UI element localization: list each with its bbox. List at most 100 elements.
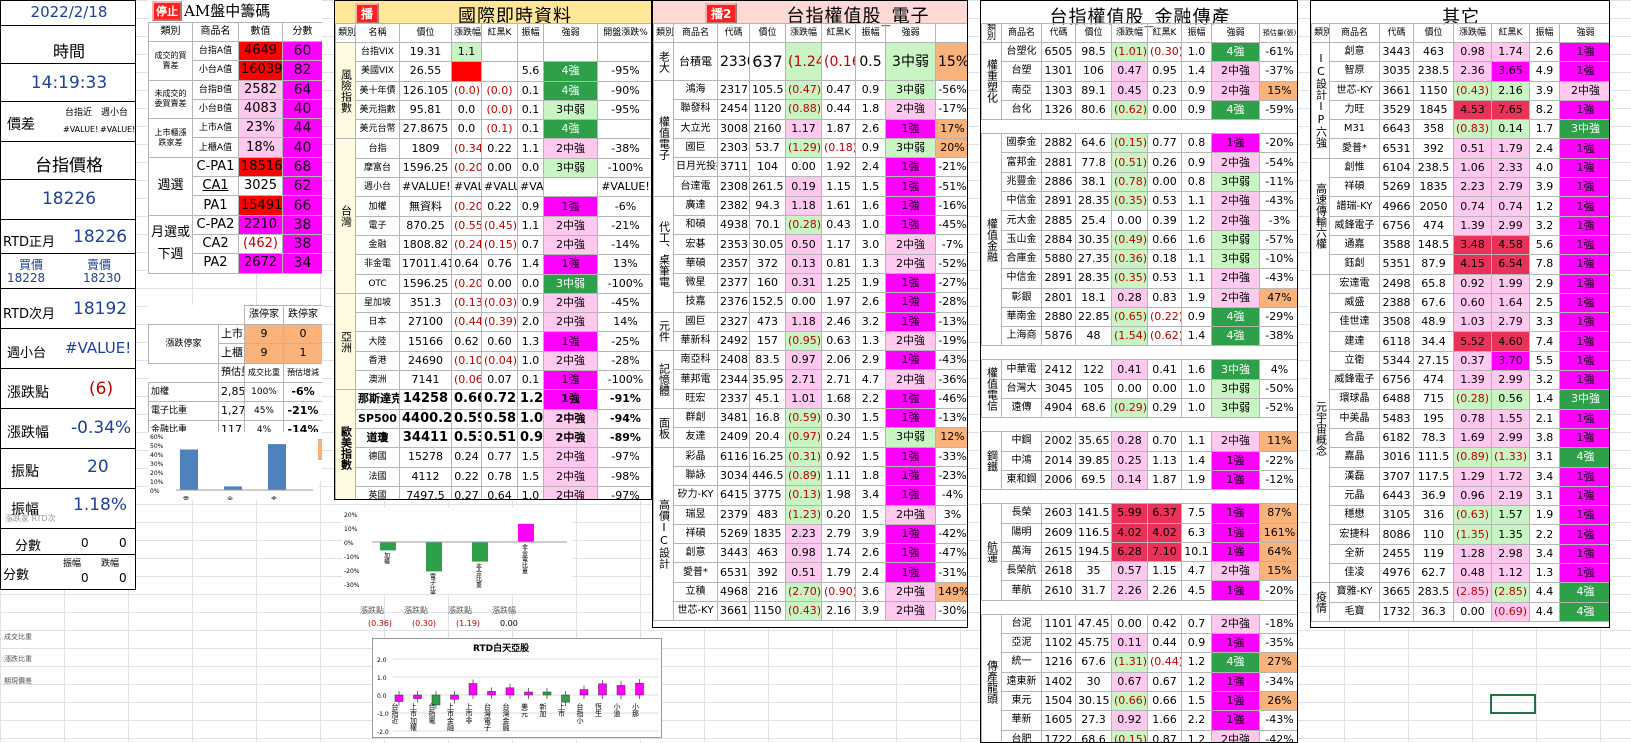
other-name: 威盛 bbox=[1329, 292, 1380, 314]
axis-label: 非金比重 bbox=[475, 563, 482, 588]
other-name: 智原 bbox=[1329, 61, 1380, 82]
elec-k: 1.68 bbox=[821, 388, 856, 410]
elec-code: 2492 bbox=[717, 330, 750, 352]
other-amp: 4.4 bbox=[1529, 582, 1560, 603]
stop-button[interactable]: 停止 bbox=[152, 1, 182, 21]
elec-amp: 0.9 bbox=[855, 79, 886, 101]
axis-label: 非金電比重 bbox=[521, 543, 528, 574]
fin-price: 122 bbox=[1075, 359, 1112, 380]
fin-vol: 87% bbox=[1259, 503, 1297, 524]
axis-tick: 50% bbox=[150, 443, 164, 450]
selected-cell[interactable] bbox=[1490, 694, 1536, 714]
other-code: 6488 bbox=[1379, 389, 1414, 410]
am-group-label: 未成交的委買賣差 bbox=[148, 79, 193, 120]
elec-code: 3034 bbox=[717, 465, 750, 487]
elec-strength: 1強 bbox=[885, 446, 936, 467]
col-header: 漲跌幅 bbox=[785, 23, 822, 43]
broadcast-button[interactable]: 播 bbox=[355, 3, 380, 24]
rtd-bar bbox=[450, 694, 459, 700]
elec-change: (1.23) bbox=[785, 504, 822, 525]
elec-code: 3711 bbox=[717, 157, 750, 178]
intl-change: 0.59 bbox=[451, 408, 482, 429]
elec-amp: 1.8 bbox=[855, 99, 886, 120]
elec-name: 日月光投控 bbox=[673, 157, 718, 178]
elec-change: 0.98 bbox=[785, 543, 822, 564]
intl-amp: 1.1 bbox=[517, 215, 544, 236]
intl-price: 34411 bbox=[399, 427, 452, 449]
col-header: 類別 bbox=[981, 23, 1002, 43]
fin-name: 南亞 bbox=[1001, 80, 1042, 101]
elec-code: 2357 bbox=[717, 253, 750, 274]
other-change: 0.78 bbox=[1453, 408, 1492, 429]
elec-change: 0.13 bbox=[785, 253, 822, 274]
fin-code: 2615 bbox=[1041, 541, 1076, 563]
intl-name: 台指 bbox=[355, 138, 400, 159]
fin-price: 116.5 bbox=[1075, 522, 1112, 543]
score-a: 0 bbox=[81, 536, 89, 550]
fin-change: (0.65) bbox=[1111, 306, 1148, 328]
intl-name: 那斯達克 bbox=[355, 389, 400, 410]
elec-k: (0.16) bbox=[821, 42, 856, 81]
fin-k: 2.26 bbox=[1147, 580, 1182, 601]
other-code: 6118 bbox=[1379, 331, 1414, 352]
elec-vol: -27% bbox=[935, 272, 967, 294]
other-price: 715 bbox=[1413, 389, 1454, 410]
other-change: (2.85) bbox=[1453, 582, 1492, 603]
fin-strength: 1強 bbox=[1211, 450, 1260, 471]
fin-price: 25.4 bbox=[1075, 210, 1112, 231]
elec-name: 聯詠 bbox=[673, 465, 718, 487]
intl-k bbox=[481, 41, 518, 63]
fin-k: 0.95 bbox=[1147, 61, 1182, 82]
intl-strength: 2中強 bbox=[543, 408, 598, 429]
other-amp: 5.5 bbox=[1529, 350, 1560, 372]
col-header: 代碼 bbox=[1041, 23, 1076, 43]
elec-name: 立積 bbox=[673, 581, 718, 603]
elec-k: 1.74 bbox=[821, 543, 856, 564]
elec-vol: 17% bbox=[935, 118, 967, 139]
elec-k: 0.24 bbox=[821, 427, 856, 448]
fin-strength: 1強 bbox=[1211, 541, 1260, 563]
elec-price: 2160 bbox=[749, 118, 786, 139]
other-category: 元宇宙概念 bbox=[1311, 273, 1330, 584]
elec-price: 20.4 bbox=[749, 427, 786, 448]
other-strength: 1強 bbox=[1559, 408, 1609, 429]
elec-strength: 2中強 bbox=[885, 253, 936, 274]
other-name: 創意 bbox=[1329, 41, 1380, 63]
elec-name: 華碩 bbox=[673, 253, 718, 274]
broadcast2-button[interactable]: 播2 bbox=[705, 3, 738, 24]
fin-code: 2002 bbox=[1041, 431, 1076, 452]
am-item-score: 38 bbox=[282, 214, 322, 235]
other-change: 0.92 bbox=[1453, 273, 1492, 294]
elec-change: (0.31) bbox=[785, 446, 822, 467]
col-header: 價位 bbox=[1413, 23, 1454, 43]
other-price: 78.3 bbox=[1413, 427, 1454, 449]
elec-strength: 1強 bbox=[885, 157, 936, 178]
fin-code: 1216 bbox=[1041, 652, 1076, 673]
intl-category: 風險指數 bbox=[335, 41, 356, 140]
intl-change: 0.27 bbox=[451, 485, 482, 499]
other-change: 0.60 bbox=[1453, 292, 1492, 314]
intl-strength: 2中強 bbox=[543, 215, 598, 236]
other-price: 238.5 bbox=[1413, 61, 1454, 82]
fin-category: 權值電信 bbox=[981, 359, 1002, 419]
fin-strength: 4強 bbox=[1211, 652, 1260, 673]
other-k: 2.99 bbox=[1491, 215, 1530, 236]
elec-code: 6116 bbox=[717, 446, 750, 467]
limit-up: 9 bbox=[244, 323, 284, 345]
axis-tick: 20% bbox=[150, 470, 164, 477]
other-name: 漢磊 bbox=[1329, 466, 1380, 487]
elec-name: 微星 bbox=[673, 272, 718, 294]
elec-code: 2382 bbox=[717, 195, 750, 217]
fin-price: 28.35 bbox=[1075, 191, 1112, 212]
intl-strength: 3中弱 bbox=[543, 99, 598, 121]
limit-up: 9 bbox=[244, 343, 284, 364]
fin-code: 2412 bbox=[1041, 359, 1076, 380]
fin-name: 台灣大 bbox=[1001, 378, 1042, 400]
axis-tick: 0.0 bbox=[377, 693, 387, 700]
fin-k: 0.66 bbox=[1147, 690, 1182, 712]
elec-price: 45.1 bbox=[749, 388, 786, 410]
elec-code: 4968 bbox=[717, 581, 750, 603]
intl-strength: 2中強 bbox=[543, 447, 598, 468]
intl-strength: 1強 bbox=[543, 389, 598, 410]
fin-k: 0.39 bbox=[1147, 210, 1182, 231]
